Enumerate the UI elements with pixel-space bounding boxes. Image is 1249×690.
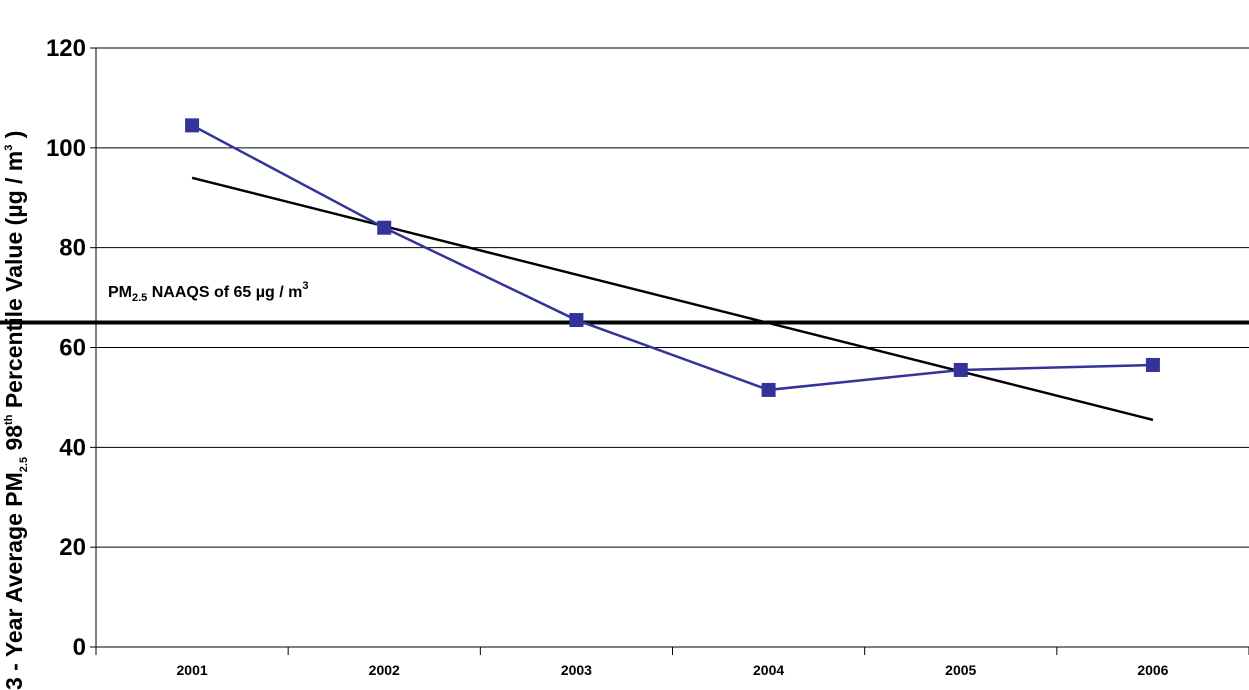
x-tick-label-2001: 2001	[177, 662, 208, 678]
y-tick-labels: 0 20 40 60 80 100 120	[46, 35, 86, 661]
data-point-2003	[569, 313, 584, 328]
data-point-2004	[761, 382, 776, 397]
gridlines	[96, 47, 1249, 548]
y-axis-label: 3 - Year Average PM2.5 98th Percentile V…	[1, 131, 30, 690]
axes	[90, 47, 1249, 655]
trendline-group	[191, 176, 1154, 422]
data-point-2005	[953, 362, 968, 377]
data-point-2006	[1145, 357, 1160, 372]
y-tick-label-40: 40	[59, 434, 86, 461]
data-point-2002	[377, 220, 392, 235]
x-tick-label-2005: 2005	[945, 662, 976, 678]
y-tick-label-120: 120	[46, 35, 86, 62]
y-tick-label-60: 60	[59, 335, 86, 362]
y-tick-label-20: 20	[59, 534, 86, 561]
data-point-2001	[185, 118, 200, 133]
naaqs-annotation: PM2.5 NAAQS of 65 µg / m3	[108, 280, 308, 304]
x-tick-labels: 2001 2002 2003 2004 2005 2006	[177, 662, 1169, 678]
trendline	[191, 176, 1154, 422]
y-tick-label-80: 80	[59, 235, 86, 262]
y-tick-label-100: 100	[46, 135, 86, 162]
x-tick-label-2003: 2003	[561, 662, 592, 678]
series-group	[185, 118, 1160, 397]
series-line-0	[191, 124, 1153, 392]
x-tick-label-2004: 2004	[753, 662, 784, 678]
y-tick-label-0: 0	[73, 634, 86, 661]
x-tick-label-2002: 2002	[369, 662, 400, 678]
x-tick-label-2006: 2006	[1137, 662, 1168, 678]
